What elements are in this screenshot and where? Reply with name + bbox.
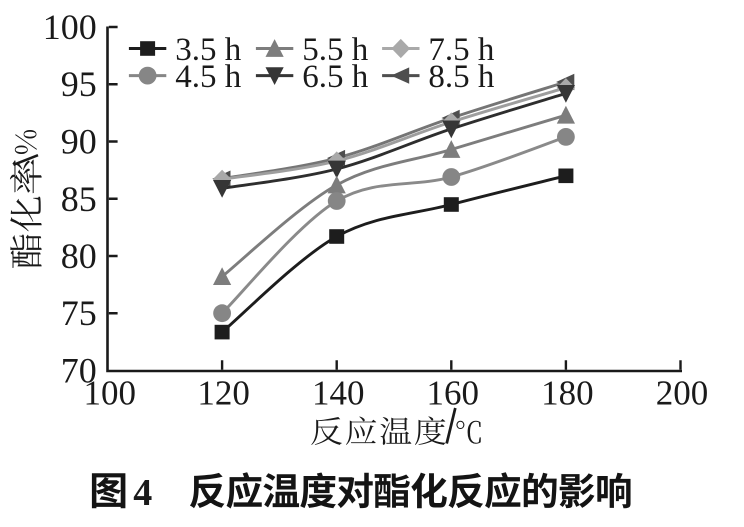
svg-text:100: 100 bbox=[83, 374, 136, 413]
svg-text:200: 200 bbox=[656, 374, 709, 413]
svg-text:3.5 h: 3.5 h bbox=[175, 32, 242, 68]
svg-text:90: 90 bbox=[61, 122, 97, 162]
svg-text:4.5 h: 4.5 h bbox=[175, 59, 242, 95]
svg-text:7.5 h: 7.5 h bbox=[428, 32, 495, 68]
svg-text:100: 100 bbox=[43, 7, 97, 47]
svg-text:120: 120 bbox=[197, 374, 250, 413]
svg-text:75: 75 bbox=[61, 293, 97, 333]
svg-text:95: 95 bbox=[61, 64, 97, 104]
svg-text:140: 140 bbox=[312, 374, 365, 413]
svg-text:180: 180 bbox=[541, 374, 594, 413]
svg-text:8.5 h: 8.5 h bbox=[428, 59, 495, 95]
svg-text:4: 4 bbox=[133, 472, 152, 514]
svg-text:6.5 h: 6.5 h bbox=[302, 59, 369, 95]
svg-text:85: 85 bbox=[61, 179, 97, 219]
svg-text:70: 70 bbox=[61, 351, 97, 391]
svg-text:5.5 h: 5.5 h bbox=[302, 32, 369, 68]
svg-text:160: 160 bbox=[427, 374, 480, 413]
svg-text:80: 80 bbox=[61, 236, 97, 276]
